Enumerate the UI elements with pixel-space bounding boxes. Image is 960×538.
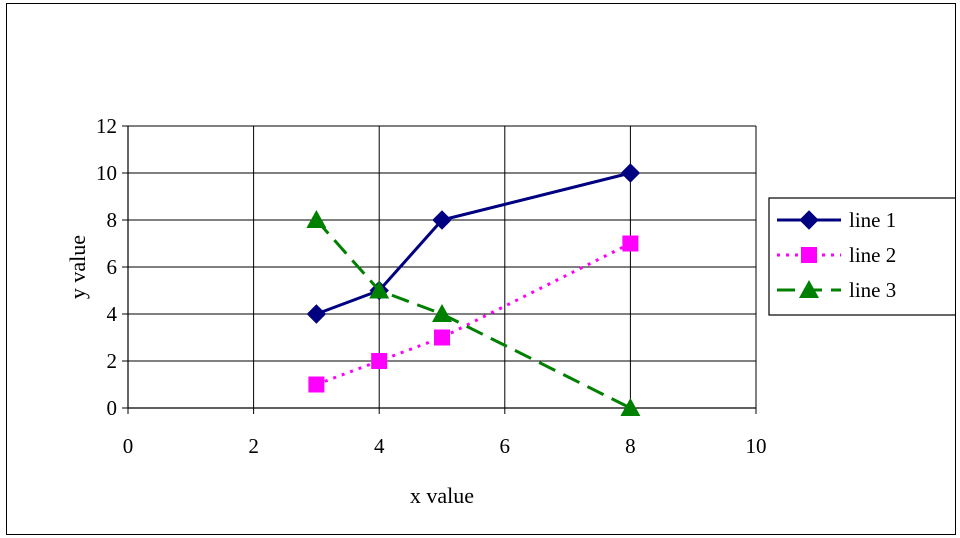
grid bbox=[128, 125, 757, 408]
y-axis-label: y value bbox=[65, 235, 90, 299]
series-line bbox=[315, 171, 631, 316]
x-axis-label: x value bbox=[410, 483, 474, 508]
data-point bbox=[432, 304, 452, 322]
series-1 bbox=[306, 163, 641, 324]
legend-swatch-marker bbox=[799, 210, 819, 230]
x-tick-label: 8 bbox=[625, 434, 636, 458]
legend-label: line 2 bbox=[849, 243, 896, 267]
data-point bbox=[308, 376, 325, 393]
data-point bbox=[371, 353, 388, 369]
data-point bbox=[620, 398, 641, 416]
legend-item: line 2 bbox=[777, 243, 896, 267]
legend-swatch-marker bbox=[799, 280, 819, 298]
x-tick-label: 4 bbox=[374, 434, 385, 458]
y-tick-label: 2 bbox=[107, 349, 118, 373]
legend-item: line 3 bbox=[777, 278, 896, 302]
data-point bbox=[306, 210, 327, 228]
x-tick-label: 0 bbox=[123, 434, 134, 458]
legend: line 1 line 2 line 3 bbox=[768, 197, 955, 316]
data-point bbox=[620, 163, 641, 183]
legend-item: line 1 bbox=[777, 208, 896, 232]
series-3 bbox=[306, 210, 641, 416]
y-tick-label: 10 bbox=[96, 161, 117, 185]
series-line bbox=[315, 242, 632, 386]
legend-swatch-marker bbox=[801, 247, 817, 263]
y-tick-label: 6 bbox=[107, 255, 118, 279]
legend-box bbox=[768, 197, 955, 316]
legend-label: line 1 bbox=[849, 208, 896, 232]
axes bbox=[122, 125, 757, 414]
data-point bbox=[434, 329, 450, 346]
y-tick-label: 4 bbox=[107, 302, 118, 326]
series-2 bbox=[308, 235, 639, 393]
data-point bbox=[432, 210, 452, 230]
legend-label: line 3 bbox=[849, 278, 896, 302]
data-point bbox=[306, 304, 327, 324]
x-tick-label: 6 bbox=[500, 434, 511, 458]
y-tick-label: 8 bbox=[107, 208, 118, 232]
data-point bbox=[622, 235, 639, 252]
tick-labels: 0 2 4 6 8 10 0 2 4 6 8 10 12 bbox=[96, 114, 767, 458]
x-tick-label: 2 bbox=[248, 434, 259, 458]
y-tick-label: 12 bbox=[96, 114, 117, 138]
y-tick-label: 0 bbox=[107, 396, 118, 420]
data-point bbox=[369, 280, 390, 299]
x-tick-label: 10 bbox=[746, 434, 767, 458]
series-group bbox=[306, 163, 641, 416]
